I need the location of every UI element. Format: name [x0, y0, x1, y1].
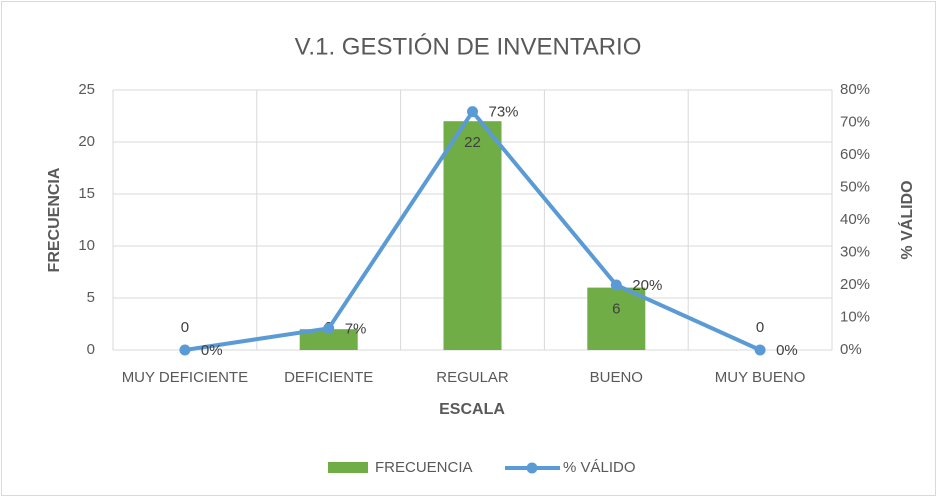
y-tick-label: 15	[78, 185, 95, 202]
legend-label: % VÁLIDO	[563, 459, 636, 476]
bar	[443, 121, 502, 350]
chart-title: V.1. GESTIÓN DE INVENTARIO	[295, 33, 642, 60]
y-tick-label: 20	[78, 133, 95, 150]
y-tick-label: 5	[87, 289, 95, 306]
y2-tick-label: 30%	[840, 243, 870, 260]
line-point	[179, 344, 191, 356]
line-point	[323, 322, 335, 334]
bar	[299, 329, 358, 350]
line-value-label: 0%	[201, 342, 223, 359]
y2-tick-label: 80%	[840, 81, 870, 98]
legend-swatch	[328, 462, 368, 473]
x-tick-label: REGULAR	[436, 369, 509, 386]
bar	[587, 287, 646, 350]
line-value-label: 20%	[632, 277, 662, 294]
y-tick-label: 25	[78, 81, 95, 98]
line-value-label: 0%	[776, 342, 798, 359]
line-value-label: 73%	[489, 104, 519, 121]
legend-label: FRECUENCIA	[375, 459, 473, 476]
y2-tick-label: 40%	[840, 211, 870, 228]
bar-value-label: 0	[756, 319, 764, 336]
y2-tick-label: 50%	[840, 178, 870, 195]
y-tick-label: 0	[87, 341, 95, 358]
bar-value-label: 22	[464, 134, 481, 151]
bar-value-label: 0	[181, 319, 189, 336]
y2-tick-label: 60%	[840, 146, 870, 163]
x-tick-label: BUENO	[590, 369, 643, 386]
line-point	[754, 344, 766, 356]
line-value-label: 7%	[345, 320, 367, 337]
y-axis-label: FRECUENCIA	[46, 167, 63, 272]
y2-tick-label: 70%	[840, 113, 870, 130]
bar-value-label: 6	[612, 301, 620, 318]
line-point	[610, 279, 622, 291]
y2-tick-label: 20%	[840, 276, 870, 293]
x-tick-label: MUY BUENO	[715, 369, 806, 386]
line-point	[467, 106, 478, 118]
x-tick-label: MUY DEFICIENTE	[122, 369, 248, 386]
y-tick-label: 10	[78, 237, 95, 254]
y2-tick-label: 0%	[840, 341, 862, 358]
x-tick-label: DEFICIENTE	[284, 369, 373, 386]
legend-marker	[526, 462, 538, 474]
y2-axis-label: % VÁLIDO	[897, 180, 916, 259]
x-axis-label: ESCALA	[439, 401, 505, 418]
y2-tick-label: 10%	[840, 308, 870, 325]
